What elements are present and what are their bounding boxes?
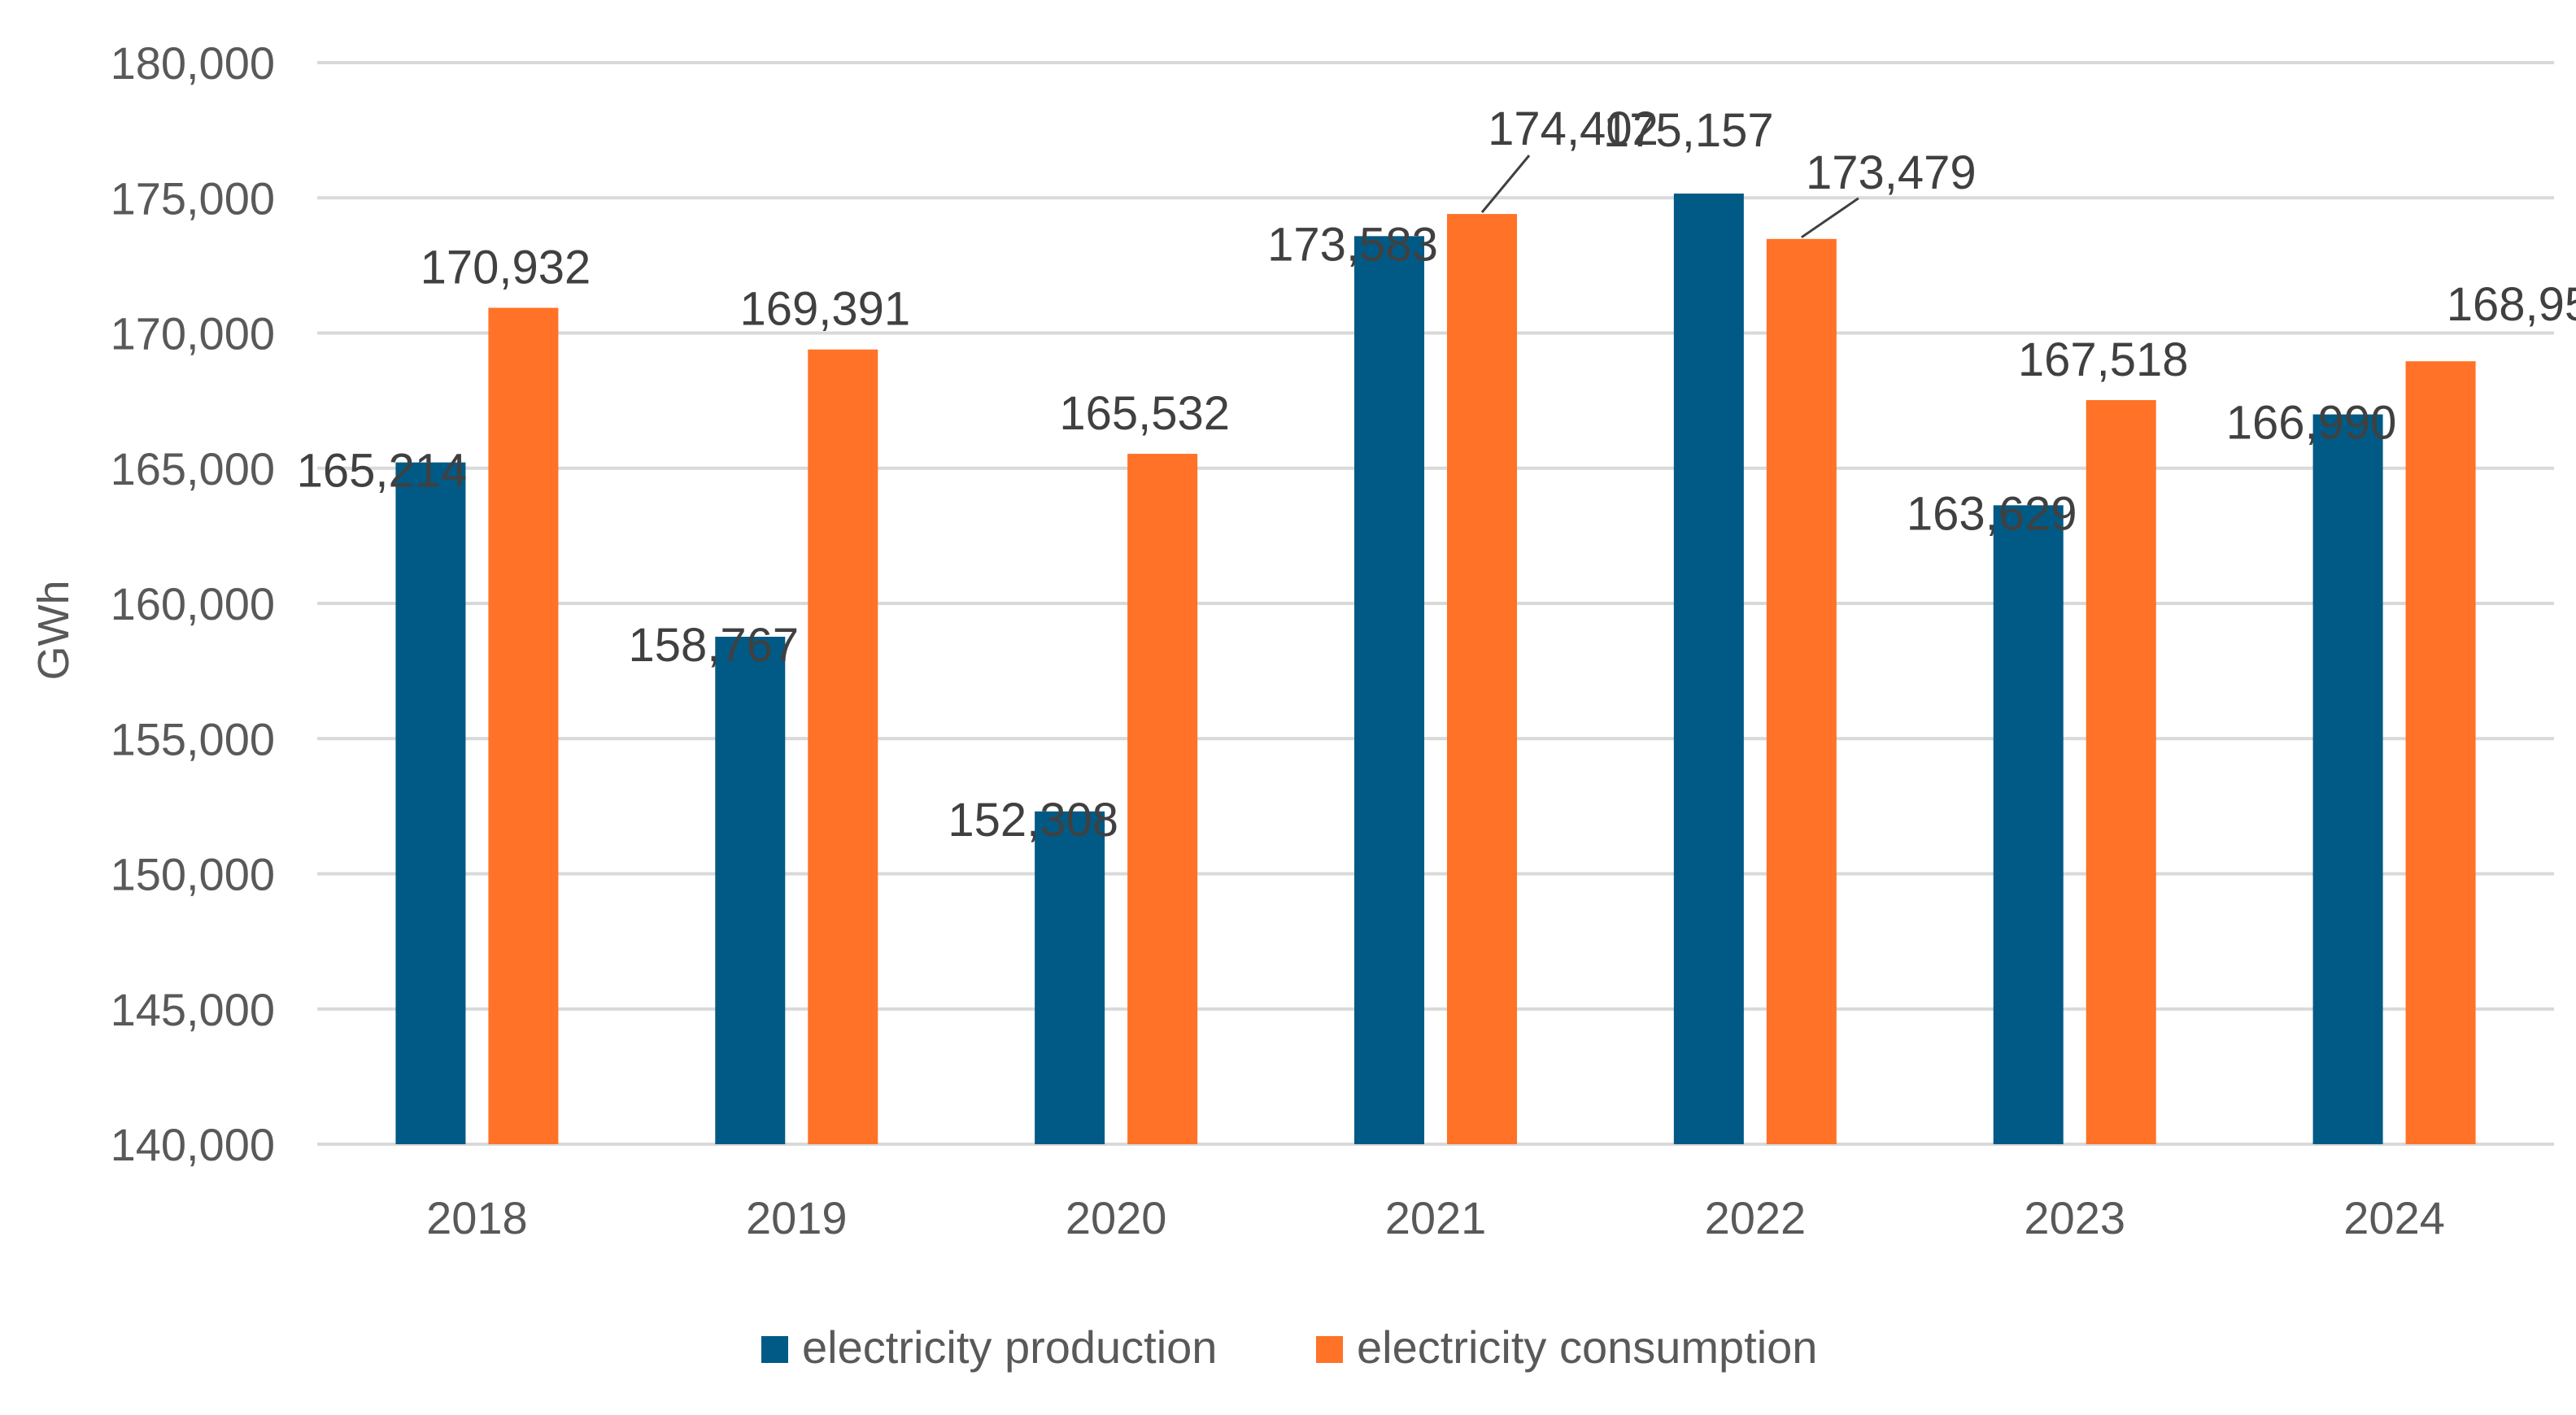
bar-consumption bbox=[2086, 400, 2156, 1144]
legend-label-production: electricity production bbox=[802, 1321, 1217, 1373]
data-label-production: 166,990 bbox=[2226, 397, 2397, 450]
x-tick-label: 2020 bbox=[1066, 1192, 1167, 1243]
data-label-consumption: 170,932 bbox=[421, 242, 591, 294]
legend: electricity production electricity consu… bbox=[761, 1321, 1817, 1373]
leader-line bbox=[1801, 197, 1859, 239]
data-label-production: 158,767 bbox=[628, 619, 799, 672]
leader-line bbox=[1480, 155, 1531, 214]
data-label-consumption: 167,518 bbox=[2018, 333, 2189, 386]
data-label-consumption: 169,391 bbox=[739, 283, 910, 336]
grid-lines bbox=[317, 61, 2554, 1146]
y-tick-label: 160,000 bbox=[111, 578, 275, 629]
data-label-production: 152,308 bbox=[948, 794, 1118, 847]
bar-production bbox=[1673, 194, 1744, 1144]
bar-production bbox=[1993, 505, 2064, 1144]
legend-swatch-production bbox=[761, 1336, 788, 1363]
bar-consumption bbox=[1766, 238, 1837, 1144]
bar-consumption bbox=[1447, 214, 1517, 1144]
data-label-production: 163,629 bbox=[1907, 487, 2077, 540]
bar-production bbox=[1354, 236, 1424, 1145]
y-tick-label: 150,000 bbox=[111, 849, 275, 900]
x-tick-label: 2018 bbox=[426, 1192, 528, 1243]
label-leader-lines bbox=[1480, 155, 1859, 239]
x-tick-label: 2023 bbox=[2024, 1192, 2125, 1243]
bar-consumption bbox=[488, 307, 559, 1144]
data-label-consumption: 174,402 bbox=[1488, 102, 1658, 155]
data-label-production: 175,157 bbox=[1603, 104, 1774, 157]
bar-consumption bbox=[808, 349, 878, 1144]
data-label-production: 173,583 bbox=[1267, 218, 1438, 271]
bars bbox=[395, 194, 2476, 1145]
y-tick-label: 165,000 bbox=[111, 443, 275, 494]
y-tick-label: 155,000 bbox=[111, 713, 275, 764]
data-label-consumption: 173,479 bbox=[1806, 146, 1977, 199]
y-tick-label: 175,000 bbox=[111, 172, 275, 224]
bar-consumption bbox=[2405, 361, 2476, 1144]
legend-label-consumption: electricity consumption bbox=[1357, 1321, 1817, 1373]
y-tick-label: 140,000 bbox=[111, 1119, 275, 1170]
x-tick-label: 2019 bbox=[746, 1192, 848, 1243]
x-axis-ticks: 2018 2019 2020 2021 2022 2023 2024 bbox=[426, 1192, 2445, 1243]
data-label-consumption: 168,956 bbox=[2447, 278, 2576, 331]
bar-production bbox=[1035, 811, 1105, 1144]
bar-production bbox=[395, 462, 466, 1144]
x-tick-label: 2024 bbox=[2343, 1192, 2445, 1243]
bar-consumption bbox=[1127, 454, 1198, 1144]
x-tick-label: 2022 bbox=[1705, 1192, 1807, 1243]
data-label-production: 165,214 bbox=[297, 445, 468, 498]
data-label-consumption: 165,532 bbox=[1059, 387, 1230, 440]
y-tick-label: 170,000 bbox=[111, 308, 275, 359]
y-tick-label: 145,000 bbox=[111, 984, 275, 1035]
y-axis-ticks: 140,000 145,000 150,000 155,000 160,000 165,0… bbox=[111, 37, 275, 1170]
bar-production bbox=[2312, 414, 2383, 1144]
x-tick-label: 2021 bbox=[1385, 1192, 1487, 1243]
legend-swatch-consumption bbox=[1316, 1336, 1343, 1363]
y-axis-label: GWh bbox=[29, 580, 78, 680]
bar-production bbox=[715, 636, 786, 1144]
data-labels: 165,214 170,932 158,767 169,391 152,308 165,5… bbox=[297, 102, 2576, 847]
y-tick-label: 180,000 bbox=[111, 37, 275, 89]
